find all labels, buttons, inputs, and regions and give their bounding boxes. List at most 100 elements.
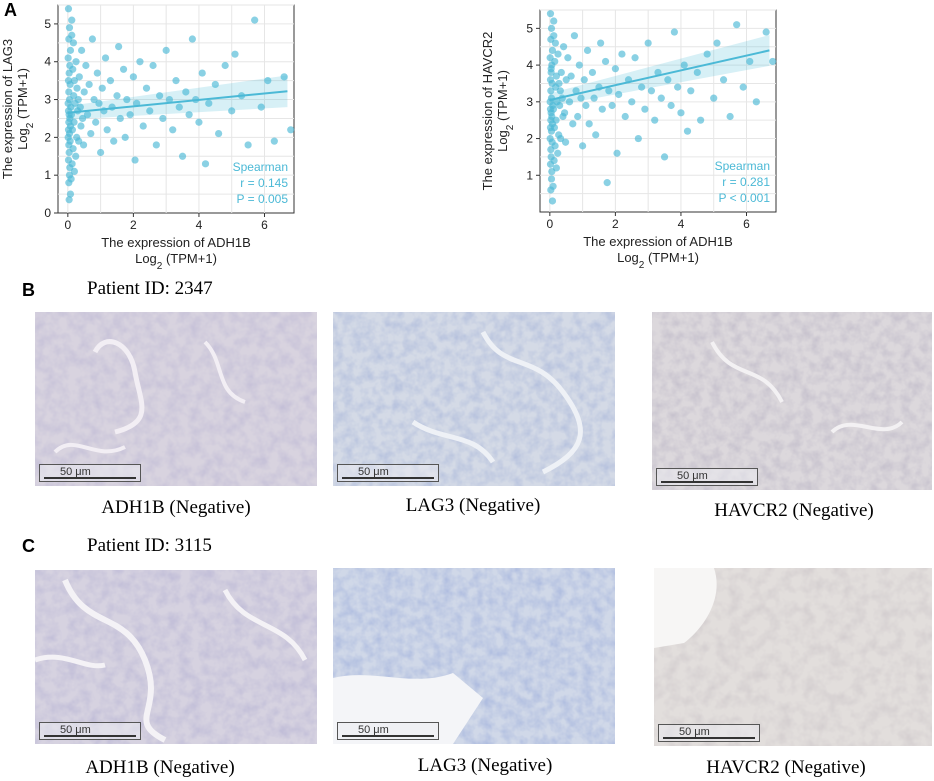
data-point: [201, 160, 210, 168]
scale-bar: 50 μm: [337, 722, 439, 740]
data-point: [69, 39, 78, 47]
data-point: [651, 116, 659, 124]
data-point: [68, 16, 76, 24]
data-point: [76, 103, 84, 111]
data-point: [657, 94, 665, 102]
data-point: [68, 160, 76, 168]
data-point: [726, 112, 734, 121]
data-point: [693, 68, 701, 77]
data-point: [605, 87, 613, 95]
data-point: [65, 88, 73, 96]
data-point: [638, 83, 646, 91]
data-point: [703, 50, 711, 58]
y-axis-label: The expression of HAVCR2: [480, 32, 495, 191]
data-point: [551, 142, 559, 150]
data-point: [244, 141, 252, 149]
data-point: [608, 101, 616, 110]
confidence-band: [67, 75, 288, 120]
data-point: [75, 73, 83, 81]
data-point: [588, 68, 597, 77]
data-point: [205, 99, 213, 107]
data-point: [557, 68, 565, 77]
data-point: [178, 152, 187, 160]
data-point: [97, 148, 105, 157]
data-point: [228, 107, 236, 115]
data-point: [769, 57, 777, 66]
data-point: [719, 76, 728, 84]
data-point: [65, 196, 73, 204]
data-point: [69, 65, 77, 73]
data-point: [78, 114, 87, 123]
data-point: [550, 123, 559, 132]
data-point: [634, 134, 642, 143]
data-point: [570, 32, 579, 40]
data-point: [185, 111, 193, 119]
data-point: [103, 126, 111, 134]
ihc-image-b-havcr2: 50 μm: [652, 312, 932, 490]
data-point: [762, 28, 770, 36]
data-point: [550, 32, 558, 40]
data-point: [555, 79, 563, 88]
caption-c-havcr2: HAVCR2 (Negative): [706, 757, 866, 778]
data-point: [580, 76, 588, 84]
y-tick-label: 3: [44, 93, 51, 107]
data-point: [631, 54, 639, 62]
data-point: [569, 120, 577, 128]
data-point: [270, 137, 278, 145]
data-point: [74, 95, 82, 104]
tissue-image: [652, 312, 932, 490]
data-point: [582, 101, 590, 110]
data-point: [615, 90, 623, 99]
data-point: [567, 72, 575, 80]
data-point: [601, 57, 610, 66]
data-point: [126, 111, 134, 119]
data-point: [85, 80, 93, 89]
data-point: [547, 87, 555, 95]
y-tick-label: 1: [44, 168, 51, 182]
caption-b-adh1b: ADH1B (Negative): [101, 497, 251, 518]
data-point: [574, 112, 582, 121]
y-tick-label: 4: [44, 55, 51, 69]
plot-area: [539, 9, 777, 213]
data-point: [577, 94, 585, 102]
data-point: [159, 114, 167, 123]
data-point: [560, 43, 568, 51]
data-point: [554, 50, 562, 58]
data-point: [746, 57, 754, 66]
data-point: [72, 152, 80, 160]
data-point: [123, 95, 131, 104]
caption-c-lag3: LAG3 (Negative): [417, 755, 553, 776]
data-point: [664, 76, 672, 84]
panel-label-b: B: [22, 280, 35, 300]
data-point: [710, 94, 718, 102]
stat-method: Spearman: [715, 159, 770, 173]
data-point: [92, 118, 100, 126]
y-tick-label: 1: [526, 168, 533, 182]
scale-bar: 50 μm: [656, 468, 758, 486]
data-point: [88, 35, 97, 43]
data-point: [644, 39, 652, 47]
data-point: [175, 103, 183, 111]
stat-method: Spearman: [233, 160, 288, 174]
data-point: [565, 98, 574, 106]
data-point: [156, 92, 164, 100]
data-point: [592, 131, 600, 139]
data-point: [211, 80, 219, 89]
x-tick-label: 4: [196, 218, 203, 232]
y-tick-label: 4: [526, 58, 533, 72]
data-point: [68, 126, 77, 134]
data-point: [70, 118, 78, 126]
data-point: [69, 145, 77, 153]
data-point: [221, 61, 229, 70]
x-tick-label: 6: [261, 218, 268, 232]
scale-bar: 50 μm: [658, 724, 760, 742]
data-point: [549, 182, 557, 190]
data-point: [647, 87, 656, 95]
tissue-image: [333, 568, 615, 744]
data-point: [551, 39, 560, 47]
ihc-image-c-lag3: 50 μm: [333, 568, 615, 744]
data-point: [548, 197, 557, 205]
data-point: [73, 84, 81, 92]
data-point: [87, 129, 95, 138]
